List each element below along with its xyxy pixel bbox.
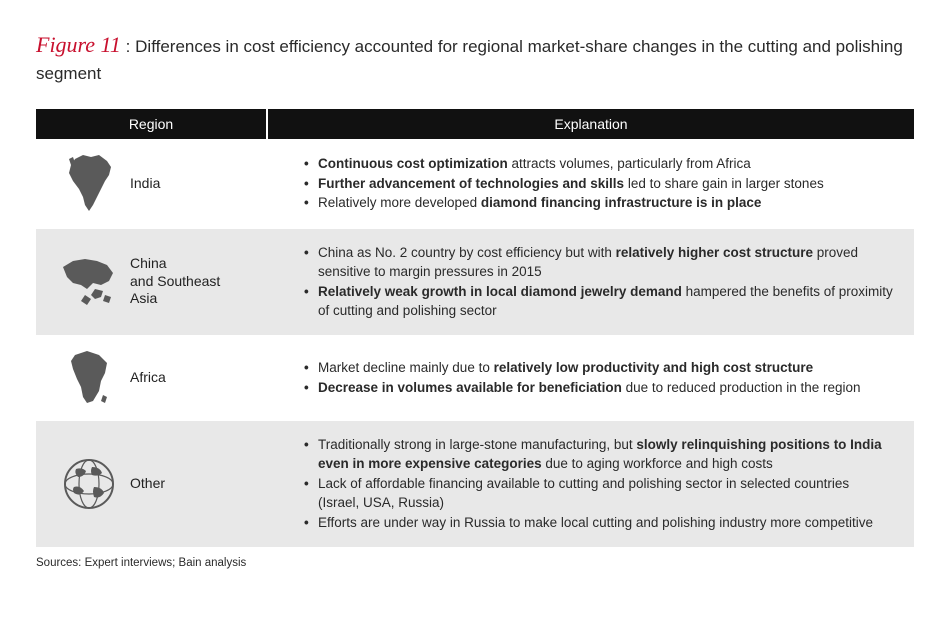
explanation-cell: China as No. 2 country by cost efficienc… [268,243,914,321]
africa-icon [54,349,124,407]
table-row: Other Traditionally strong in large-stone… [36,421,914,547]
sources-note: Sources: Expert interviews; Bain analysi… [36,557,914,569]
region-cell: India [36,153,268,215]
explanation-bullet: Continuous cost optimization attracts vo… [304,154,894,174]
explanation-bullet: Relatively weak growth in local diamond … [304,282,894,321]
explanation-bullet: Relatively more developed diamond financ… [304,193,894,213]
table-row: Chinaand SoutheastAsia China as No. 2 cou… [36,229,914,335]
region-name: Chinaand SoutheastAsia [124,255,220,308]
figure-label: Figure 11 [36,32,121,57]
explanation-bullet: Market decline mainly due to relatively … [304,358,894,378]
explanation-bullet: Further advancement of technologies and … [304,174,894,194]
india-icon [54,153,124,215]
explanation-bullet: Efforts are under way in Russia to make … [304,513,894,533]
figure-text: Differences in cost efficiency accounted… [36,37,903,83]
table-row: Africa Market decline mainly due to relat… [36,335,914,421]
explanation-cell: Market decline mainly due to relatively … [268,358,914,397]
table-body: India Continuous cost optimization attrac… [36,139,914,547]
explanation-cell: Continuous cost optimization attracts vo… [268,154,914,213]
region-cell: Chinaand SoutheastAsia [36,255,268,309]
region-name: Africa [124,369,166,387]
header-explanation: Explanation [268,109,914,139]
figure-title: Figure 11 : Differences in cost efficien… [36,28,914,87]
table-header: Region Explanation [36,109,914,139]
explanation-bullet: Decrease in volumes available for benefi… [304,378,894,398]
explanation-bullet: Traditionally strong in large-stone manu… [304,435,894,474]
table-row: India Continuous cost optimization attrac… [36,139,914,229]
region-cell: Africa [36,349,268,407]
figure-sep: : [126,37,131,56]
header-region: Region [36,109,268,139]
china-sea-icon [54,255,124,309]
explanation-cell: Traditionally strong in large-stone manu… [268,435,914,533]
region-name: India [124,175,160,193]
globe-icon [54,457,124,511]
explanation-bullet: China as No. 2 country by cost efficienc… [304,243,894,282]
region-name: Other [124,475,165,493]
explanation-bullet: Lack of affordable financing available t… [304,474,894,513]
region-cell: Other [36,457,268,511]
